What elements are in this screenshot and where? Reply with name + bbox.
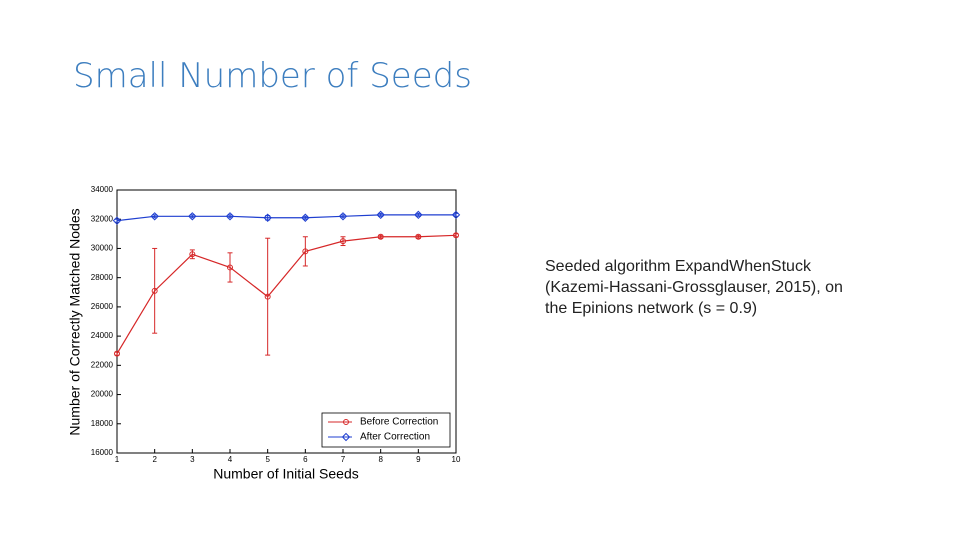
marker — [189, 251, 196, 258]
series-line — [116, 234, 457, 354]
marker — [150, 212, 159, 221]
marker — [264, 293, 271, 300]
y-tick-label: 20000 — [91, 390, 114, 399]
marker — [114, 350, 120, 357]
y-tick-label: 16000 — [91, 448, 114, 457]
x-tick-label: 9 — [416, 455, 421, 464]
y-tick-label: 26000 — [91, 302, 114, 311]
marker — [377, 233, 384, 240]
error-bar — [302, 236, 308, 267]
y-tick-label: 30000 — [91, 244, 114, 253]
x-axis-label: Number of Initial Seeds — [213, 466, 359, 482]
marker — [302, 248, 309, 255]
y-tick-label: 32000 — [91, 214, 114, 223]
x-tick-label: 10 — [452, 455, 461, 464]
x-tick-label: 1 — [115, 455, 120, 464]
marker — [225, 212, 235, 221]
legend-marker — [341, 432, 351, 442]
error-bar — [265, 237, 271, 356]
note: Seeded algorithm ExpandWhenStuck (Kazemi… — [545, 258, 843, 317]
marker — [263, 213, 272, 222]
marker — [415, 233, 422, 240]
x-tick-label: 7 — [341, 455, 346, 464]
y-tick-label: 34000 — [91, 185, 114, 194]
series-line — [116, 214, 456, 222]
y-axis-label: Number of Correctly Matched Nodes — [67, 208, 83, 435]
slide-title: Small Number of Seeds — [73, 56, 472, 96]
marker — [301, 213, 310, 222]
marker — [414, 210, 423, 220]
x-tick-label: 6 — [303, 455, 308, 464]
marker — [188, 212, 197, 221]
marker — [151, 287, 158, 294]
marker — [227, 264, 233, 271]
y-tick-label: 24000 — [91, 331, 114, 340]
marker — [340, 238, 346, 245]
marker — [338, 212, 348, 221]
x-tick-label: 2 — [152, 455, 157, 464]
error-bar — [152, 247, 158, 334]
y-tick-label: 22000 — [91, 360, 114, 369]
marker — [112, 216, 122, 225]
legend-label: After Correction — [360, 432, 430, 443]
x-tick-label: 4 — [228, 455, 233, 464]
legend-label: Before Correction — [360, 417, 438, 428]
marker — [451, 210, 461, 220]
legend-box — [321, 412, 451, 448]
marker — [453, 232, 459, 239]
y-tick-label: 28000 — [91, 273, 114, 282]
x-tick-label: 3 — [190, 455, 195, 464]
marker — [376, 210, 385, 220]
y-tick-label: 18000 — [91, 419, 114, 428]
x-tick-label: 5 — [265, 455, 270, 464]
legend-marker — [343, 419, 349, 425]
plot-frame — [116, 189, 457, 454]
x-tick-label: 8 — [378, 455, 383, 464]
error-bar — [227, 252, 233, 283]
